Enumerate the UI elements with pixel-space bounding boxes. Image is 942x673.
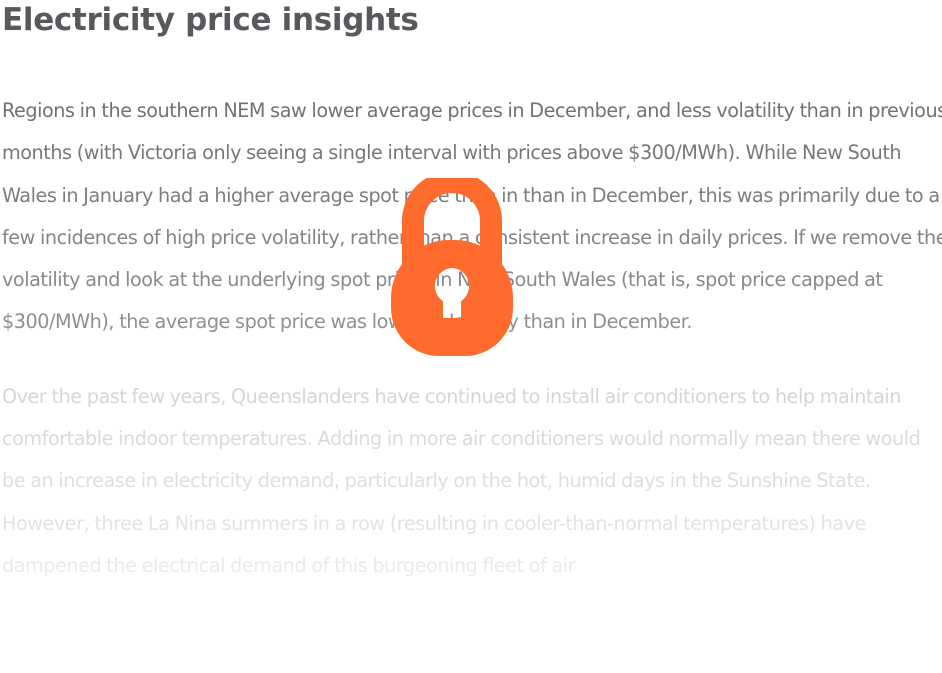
article-title: Electricity price insights (2, 2, 419, 38)
lock-icon (389, 171, 515, 358)
article-paragraph: Over the past few years, Queenslanders h… (2, 384, 921, 577)
